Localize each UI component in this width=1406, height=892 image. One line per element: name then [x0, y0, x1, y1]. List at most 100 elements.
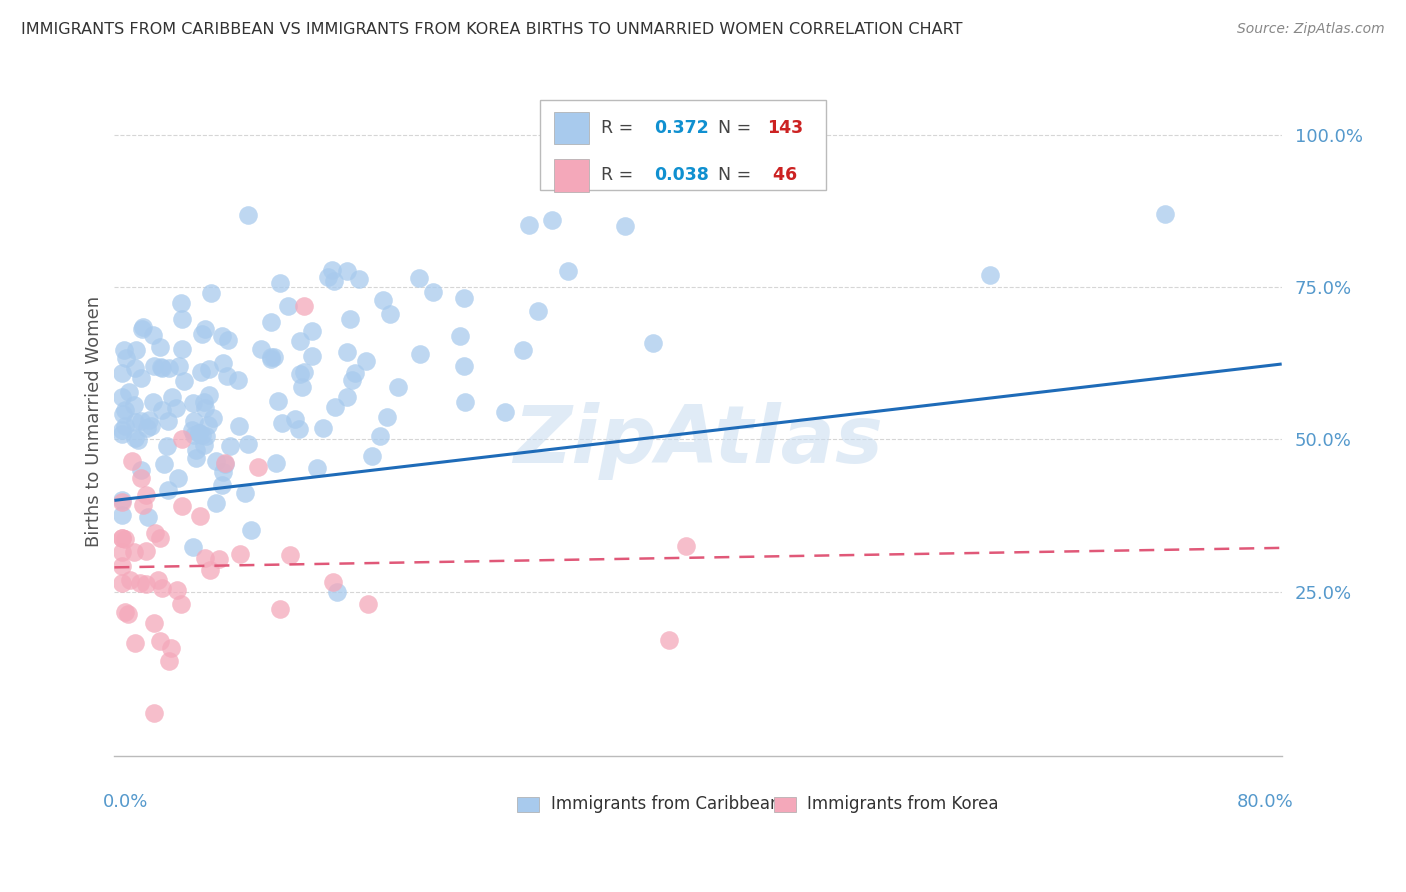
Text: Source: ZipAtlas.com: Source: ZipAtlas.com: [1237, 22, 1385, 37]
Point: [193, 395, 215, 409]
Point: [125, 343, 148, 357]
Point: [159, 640, 181, 655]
Point: [260, 352, 283, 367]
Point: [114, 419, 136, 434]
Point: [124, 635, 146, 649]
Point: [198, 388, 221, 402]
Point: [217, 333, 239, 347]
Point: [614, 219, 637, 234]
Bar: [773, 797, 796, 812]
Point: [375, 410, 398, 425]
Point: [157, 654, 180, 668]
Point: [160, 391, 183, 405]
Point: [191, 327, 214, 342]
Point: [169, 598, 191, 612]
Point: [150, 581, 173, 595]
Point: [453, 291, 475, 305]
FancyBboxPatch shape: [540, 100, 827, 190]
Point: [131, 499, 153, 513]
Point: [146, 573, 169, 587]
Point: [228, 373, 250, 387]
Point: [316, 269, 339, 284]
Point: [323, 401, 346, 415]
Point: [135, 488, 157, 502]
Point: [519, 219, 541, 233]
Point: [129, 471, 152, 485]
Point: [167, 359, 190, 373]
Point: [360, 449, 382, 463]
Point: [190, 366, 212, 380]
Point: [142, 394, 165, 409]
Point: [211, 478, 233, 492]
Point: [134, 544, 156, 558]
Point: [111, 531, 134, 545]
Point: [326, 584, 349, 599]
Point: [111, 558, 134, 573]
Point: [165, 401, 187, 416]
Point: [111, 532, 134, 546]
Point: [449, 329, 471, 343]
Text: N =: N =: [718, 119, 756, 136]
Point: [193, 438, 215, 452]
Point: [157, 414, 180, 428]
Point: [205, 454, 228, 468]
Point: [111, 366, 134, 380]
Y-axis label: Births to Unmarried Women: Births to Unmarried Women: [86, 295, 103, 547]
Point: [979, 268, 1001, 282]
Point: [373, 293, 395, 307]
Text: 0.038: 0.038: [654, 167, 709, 185]
Point: [250, 342, 273, 356]
Point: [166, 582, 188, 597]
Point: [193, 551, 215, 566]
Point: [197, 361, 219, 376]
Point: [141, 418, 163, 433]
Point: [277, 299, 299, 313]
Point: [194, 401, 217, 416]
Point: [200, 563, 222, 577]
Point: [305, 461, 328, 475]
Point: [181, 423, 204, 437]
Point: [211, 465, 233, 479]
Point: [183, 428, 205, 442]
Text: 0.372: 0.372: [654, 119, 709, 136]
Point: [236, 437, 259, 451]
Point: [129, 371, 152, 385]
Point: [183, 414, 205, 428]
Bar: [554, 112, 589, 144]
Point: [287, 422, 309, 436]
Point: [322, 575, 344, 590]
Point: [114, 533, 136, 547]
Point: [129, 414, 152, 428]
Point: [184, 450, 207, 465]
Point: [368, 429, 391, 443]
Point: [150, 403, 173, 417]
Text: N =: N =: [718, 167, 756, 185]
Point: [454, 395, 477, 409]
Point: [340, 373, 363, 387]
Point: [301, 349, 323, 363]
Point: [312, 421, 335, 435]
Point: [267, 394, 290, 409]
Point: [120, 574, 142, 588]
Bar: [517, 797, 538, 812]
Point: [124, 398, 146, 412]
Point: [422, 285, 444, 299]
Bar: [554, 160, 589, 192]
Point: [264, 456, 287, 470]
Point: [201, 411, 224, 425]
Point: [142, 328, 165, 343]
Point: [149, 340, 172, 354]
Point: [149, 531, 172, 545]
Point: [122, 545, 145, 559]
Point: [191, 428, 214, 442]
Point: [131, 463, 153, 477]
Point: [228, 548, 250, 562]
Text: R =: R =: [602, 167, 638, 185]
Point: [235, 486, 257, 500]
Point: [247, 459, 270, 474]
Point: [128, 576, 150, 591]
Point: [142, 359, 165, 374]
Point: [354, 354, 377, 368]
Point: [143, 706, 166, 721]
Point: [269, 602, 291, 616]
